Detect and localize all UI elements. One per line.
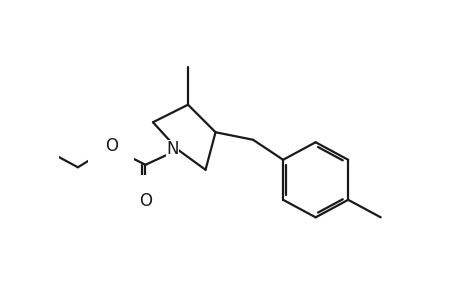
- Text: O: O: [139, 192, 151, 210]
- Text: O: O: [105, 137, 118, 155]
- Text: N: N: [166, 140, 179, 158]
